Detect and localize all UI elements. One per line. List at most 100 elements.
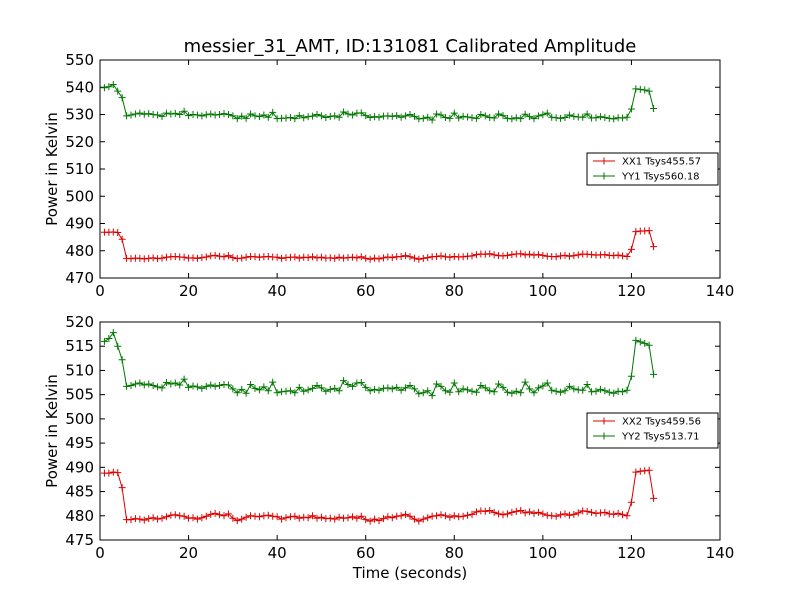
data-point	[282, 114, 290, 122]
data-point	[437, 511, 445, 519]
data-point	[180, 512, 188, 520]
data-point	[517, 389, 525, 397]
data-point	[220, 253, 228, 261]
data-point	[149, 254, 157, 262]
data-point	[154, 111, 162, 119]
data-point	[627, 372, 635, 380]
x-tick-label: 60	[356, 544, 375, 562]
data-point	[171, 252, 179, 260]
data-point	[189, 382, 197, 390]
data-point	[588, 508, 596, 516]
data-point	[264, 252, 272, 260]
data-point	[512, 507, 520, 515]
data-point	[224, 111, 232, 118]
data-point	[300, 387, 308, 395]
data-point	[273, 513, 281, 521]
data-point	[105, 469, 113, 477]
data-point	[154, 515, 162, 523]
data-point	[158, 254, 166, 262]
data-point	[238, 385, 246, 393]
data-point	[202, 253, 210, 261]
legend-marker	[600, 172, 608, 180]
data-point	[512, 114, 520, 122]
y-tick-label: 475	[65, 531, 94, 549]
data-point	[366, 113, 374, 121]
data-point	[446, 513, 454, 521]
data-point	[561, 387, 569, 395]
y-tick-label: 550	[65, 51, 94, 69]
data-point	[136, 109, 144, 117]
data-point	[171, 109, 179, 117]
data-point	[145, 110, 153, 118]
data-point	[441, 512, 449, 520]
data-point	[176, 381, 184, 389]
data-point	[490, 251, 498, 259]
data-point	[136, 254, 144, 262]
data-point	[198, 514, 206, 522]
data-point	[322, 113, 330, 121]
data-point	[100, 84, 108, 92]
data-point	[193, 383, 201, 391]
data-point	[539, 510, 547, 518]
data-point	[499, 112, 507, 120]
x-tick-label: 40	[268, 282, 287, 300]
data-point	[264, 511, 272, 519]
data-point	[605, 388, 613, 396]
legend-entry: XX2 Tsys459.56	[593, 417, 701, 428]
data-point	[269, 108, 277, 116]
y-tick-label: 480	[65, 242, 94, 260]
data-point	[539, 382, 547, 390]
data-point	[326, 385, 334, 393]
data-point	[286, 113, 294, 121]
data-point	[180, 107, 188, 115]
data-point	[193, 515, 201, 523]
data-point	[402, 384, 410, 392]
data-point	[291, 512, 299, 520]
data-point	[490, 388, 498, 396]
data-point	[149, 514, 157, 522]
data-point	[123, 382, 131, 390]
data-point	[570, 385, 578, 393]
x-tick-label: 140	[706, 544, 735, 562]
data-point	[552, 512, 560, 520]
data-point	[362, 383, 370, 391]
data-point	[105, 334, 113, 342]
data-point	[636, 85, 644, 93]
data-point	[534, 112, 542, 120]
data-point	[486, 506, 494, 514]
data-point	[242, 389, 250, 397]
data-point	[295, 254, 303, 262]
data-point	[388, 112, 396, 120]
data-point	[149, 111, 157, 118]
series-line	[104, 230, 655, 260]
data-point	[145, 380, 153, 388]
data-point	[583, 380, 591, 388]
data-point	[468, 387, 476, 395]
data-point	[309, 512, 317, 520]
data-point	[162, 513, 170, 521]
data-point	[375, 386, 383, 394]
data-point	[650, 494, 658, 502]
data-point	[433, 380, 441, 388]
y-tick-label: 520	[65, 313, 94, 331]
data-point	[406, 111, 414, 118]
data-point	[384, 253, 392, 261]
data-point	[180, 253, 188, 261]
data-point	[539, 111, 547, 119]
data-point	[340, 108, 348, 116]
data-point	[627, 105, 635, 113]
data-point	[503, 114, 511, 122]
data-point	[419, 389, 427, 397]
data-point	[459, 253, 467, 261]
data-point	[255, 113, 263, 121]
data-point	[273, 389, 281, 397]
data-point	[229, 385, 237, 393]
data-point	[410, 254, 418, 262]
data-point	[650, 105, 658, 113]
data-point	[579, 113, 587, 121]
data-point	[202, 111, 210, 119]
data-point	[472, 508, 480, 516]
data-point	[145, 254, 153, 262]
x-tick-label: 120	[617, 544, 646, 562]
data-point	[477, 381, 485, 389]
